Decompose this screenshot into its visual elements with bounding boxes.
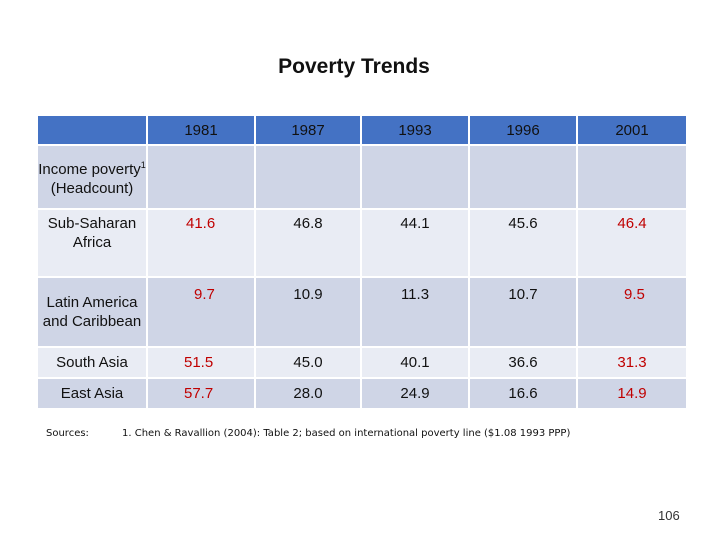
table-cell xyxy=(148,146,256,210)
table-cell: 28.0 xyxy=(256,379,362,410)
source-note: 1. Chen & Ravallion (2004): Table 2; bas… xyxy=(122,428,571,439)
table-row: East Asia 57.7 28.0 24.9 16.6 14.9 xyxy=(38,379,686,410)
table-cell: 57.7 xyxy=(148,379,256,410)
table-cell: 31.3 xyxy=(578,348,686,379)
footnote-marker: 1 xyxy=(140,160,146,170)
year-header: 1993 xyxy=(362,116,470,146)
table-cell: 51.5 xyxy=(148,348,256,379)
table-row: Latin America and Caribbean 9.7 10.9 11.… xyxy=(38,278,686,348)
row-label: South Asia xyxy=(38,348,148,379)
table-cell: 16.6 xyxy=(470,379,578,410)
table-cell: 46.4 xyxy=(578,210,686,278)
table-row: Income poverty1 (Headcount) xyxy=(38,146,686,210)
table-cell xyxy=(470,146,578,210)
page-number: 106 xyxy=(658,508,680,523)
year-header: 1987 xyxy=(256,116,362,146)
table-cell: 46.8 xyxy=(256,210,362,278)
table-cell: 45.0 xyxy=(256,348,362,379)
poverty-table: 1981 1987 1993 1996 2001 Income poverty1… xyxy=(38,116,686,410)
table-cell: 9.5 xyxy=(578,278,686,348)
row-label: Income poverty1 (Headcount) xyxy=(38,146,148,210)
sources-label: Sources: xyxy=(46,428,89,439)
table-cell: 40.1 xyxy=(362,348,470,379)
table-cell: 10.9 xyxy=(256,278,362,348)
table-cell: 41.6 xyxy=(148,210,256,278)
table-header-row: 1981 1987 1993 1996 2001 xyxy=(38,116,686,146)
table-cell: 9.7 xyxy=(148,278,256,348)
table-cell: 14.9 xyxy=(578,379,686,410)
table-cell: 11.3 xyxy=(362,278,470,348)
year-header: 2001 xyxy=(578,116,686,146)
year-header: 1996 xyxy=(470,116,578,146)
header-blank-cell xyxy=(38,116,148,146)
table-cell xyxy=(362,146,470,210)
row-label: East Asia xyxy=(38,379,148,410)
table-row: South Asia 51.5 45.0 40.1 36.6 31.3 xyxy=(38,348,686,379)
table-cell: 10.7 xyxy=(470,278,578,348)
table-cell: 24.9 xyxy=(362,379,470,410)
table-cell xyxy=(256,146,362,210)
table-row: Sub-Saharan Africa 41.6 46.8 44.1 45.6 4… xyxy=(38,210,686,278)
row-label: Latin America and Caribbean xyxy=(38,278,148,348)
table-cell xyxy=(578,146,686,210)
table-cell: 45.6 xyxy=(470,210,578,278)
row-label: Sub-Saharan Africa xyxy=(38,210,148,278)
slide-title: Poverty Trends xyxy=(278,55,430,78)
year-header: 1981 xyxy=(148,116,256,146)
table-cell: 44.1 xyxy=(362,210,470,278)
table-cell: 36.6 xyxy=(470,348,578,379)
